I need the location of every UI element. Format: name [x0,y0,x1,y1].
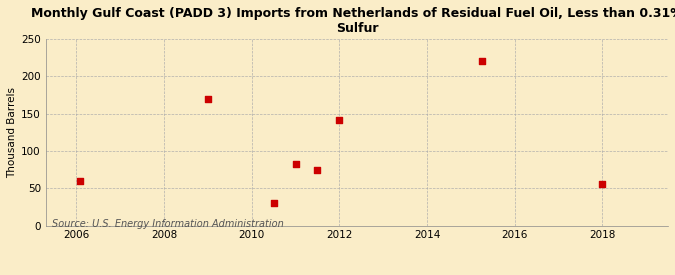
Title: Monthly Gulf Coast (PADD 3) Imports from Netherlands of Residual Fuel Oil, Less : Monthly Gulf Coast (PADD 3) Imports from… [31,7,675,35]
Text: Source: U.S. Energy Information Administration: Source: U.S. Energy Information Administ… [52,219,284,229]
Point [74,178,85,183]
Point [268,201,279,205]
Point [334,117,345,122]
Point [312,168,323,172]
Point [290,161,301,166]
Point [202,97,213,101]
Y-axis label: Thousand Barrels: Thousand Barrels [7,87,17,178]
Point [477,59,487,64]
Point [597,182,608,186]
